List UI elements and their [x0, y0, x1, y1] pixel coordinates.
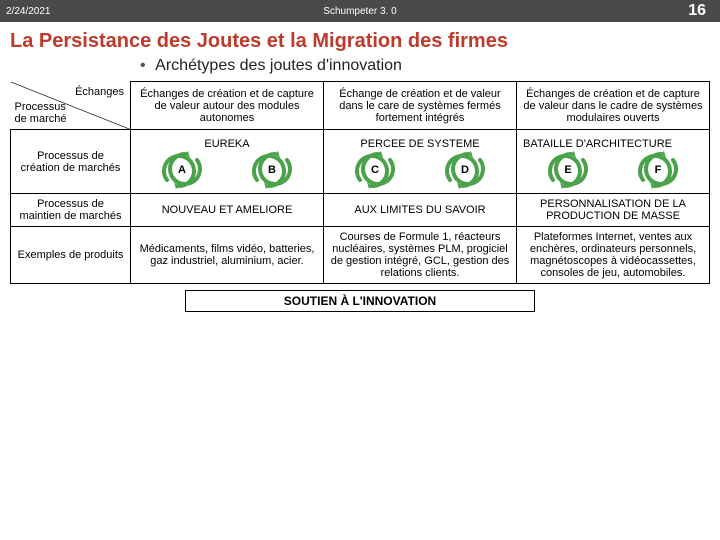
- cell-r3c1: Médicaments, films vidéo, batteries, gaz…: [131, 227, 324, 284]
- cell-archetype-2: PERCEE DE SYSTEME C D: [324, 130, 517, 194]
- col-header-2: Échange de création et de valeur dans le…: [324, 82, 517, 130]
- cell-archetype-3: BATAILLE D'ARCHITECTURE E F: [517, 130, 710, 194]
- badge-d: D: [456, 154, 474, 186]
- support-box: SOUTIEN À L'INNOVATION: [185, 290, 535, 312]
- header-page-number: 16: [688, 2, 706, 20]
- row-label-3: Exemples de produits: [11, 227, 131, 284]
- page-subtitle: • Archétypes des joutes d'innovation: [0, 57, 720, 81]
- row-label-2: Processus de maintien de marchés: [11, 194, 131, 227]
- subtitle-text: Archétypes des joutes d'innovation: [155, 57, 402, 74]
- bullet-icon: •: [140, 57, 146, 74]
- badge-a: A: [173, 154, 191, 186]
- corner-top-label: Échanges: [75, 86, 124, 98]
- cell-r2c1: NOUVEAU ET AMELIORE: [131, 194, 324, 227]
- header-date: 2/24/2021: [6, 6, 51, 17]
- row-label-1: Processus de création de marchés: [11, 130, 131, 194]
- badge-c: C: [366, 154, 384, 186]
- col-header-3: Échanges de création et de capture de va…: [517, 82, 710, 130]
- badge-b: B: [263, 154, 281, 186]
- col-header-1: Échanges de création et de capture de va…: [131, 82, 324, 130]
- archetype-name: PERCEE DE SYSTEME: [330, 138, 510, 150]
- cell-archetype-1: EUREKA A B: [131, 130, 324, 194]
- archetype-table: Échanges Processusde marché Échanges de …: [10, 81, 710, 284]
- badge-e: E: [559, 154, 577, 186]
- cell-r3c2: Courses de Formule 1, réacteurs nucléair…: [324, 227, 517, 284]
- cell-r3c3: Plateformes Internet, ventes aux enchère…: [517, 227, 710, 284]
- cell-r2c2: AUX LIMITES DU SAVOIR: [324, 194, 517, 227]
- cell-r2c3: PERSONNALISATION DE LA PRODUCTION DE MAS…: [517, 194, 710, 227]
- support-row: SOUTIEN À L'INNOVATION: [10, 290, 710, 312]
- archetype-name: BATAILLE D'ARCHITECTURE: [523, 138, 703, 150]
- badge-f: F: [649, 154, 667, 186]
- corner-cell: Échanges Processusde marché: [11, 82, 131, 130]
- archetype-name: EUREKA: [137, 138, 317, 150]
- corner-left-label: Processusde marché: [15, 101, 67, 125]
- header-title: Schumpeter 3. 0: [0, 6, 720, 17]
- slide-header: 2/24/2021 Schumpeter 3. 0 16: [0, 0, 720, 22]
- page-title: La Persistance des Joutes et la Migratio…: [0, 22, 720, 57]
